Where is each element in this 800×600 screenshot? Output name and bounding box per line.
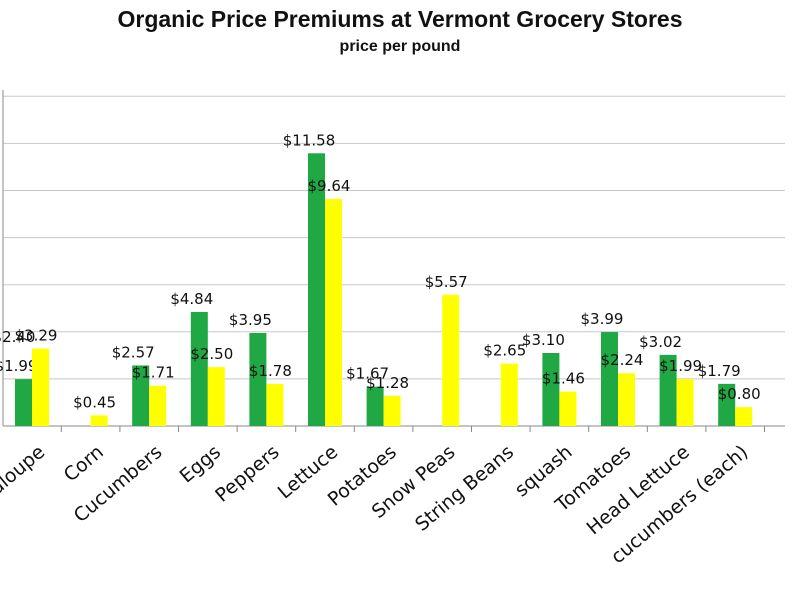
bar-green <box>659 354 677 426</box>
bar-yellow <box>559 391 577 426</box>
data-label: $0.80 <box>718 385 761 403</box>
bar-green <box>718 383 736 426</box>
data-label: $2.65 <box>483 342 526 360</box>
category-label: Eggs <box>176 441 225 487</box>
data-label: $2.40 <box>0 328 35 346</box>
bar-green <box>601 332 618 426</box>
bar-yellow <box>618 373 635 426</box>
bar-green <box>190 312 208 426</box>
chart-subtitle: price per pound <box>339 38 461 55</box>
bar-green <box>542 352 560 426</box>
data-label: $1.71 <box>132 364 175 382</box>
data-label: $3.99 <box>581 310 624 328</box>
bar-yellow <box>207 367 225 426</box>
data-label: $11.58 <box>283 131 336 149</box>
data-label: $1.67 <box>346 365 389 383</box>
data-label: $3.95 <box>229 311 272 329</box>
category-label: Cantaloupe <box>0 441 49 528</box>
data-label: $1.99 <box>659 357 702 375</box>
bar-yellow <box>676 379 694 426</box>
data-label: $1.28 <box>366 374 409 392</box>
bar-yellow <box>90 415 108 426</box>
data-label: $3.10 <box>522 331 565 349</box>
data-label: $0.45 <box>73 393 116 411</box>
data-label: $4.84 <box>170 290 213 308</box>
chart-title: Organic Price Premiums at Vermont Grocer… <box>117 6 683 32</box>
data-label: $2.57 <box>112 343 155 361</box>
data-label: $1.46 <box>542 370 585 388</box>
bar-yellow <box>149 385 167 426</box>
data-label: $9.64 <box>308 177 351 195</box>
bar-green <box>15 379 32 426</box>
data-label: $3.02 <box>639 333 682 351</box>
bar-yellow <box>500 363 518 426</box>
bar-green <box>132 365 150 426</box>
bar-green <box>308 153 325 426</box>
bar-yellow <box>266 384 284 426</box>
data-label: $1.79 <box>698 362 741 380</box>
data-label: $5.57 <box>425 273 468 291</box>
bar-yellow <box>32 348 49 426</box>
bar-yellow <box>735 407 753 426</box>
category-label: Peppers <box>211 441 283 507</box>
data-label: $2.24 <box>601 351 644 369</box>
category-label: Corn <box>60 441 108 486</box>
bar-green <box>366 386 384 426</box>
bar-yellow <box>325 198 342 426</box>
data-label: $1.99 <box>0 357 37 375</box>
data-label: $1.78 <box>249 362 292 380</box>
bar-green <box>249 332 267 426</box>
data-label: $2.50 <box>190 345 233 363</box>
bar-yellow <box>383 395 401 426</box>
data-label: $3.29 <box>15 327 58 345</box>
bar-yellow <box>442 294 460 426</box>
